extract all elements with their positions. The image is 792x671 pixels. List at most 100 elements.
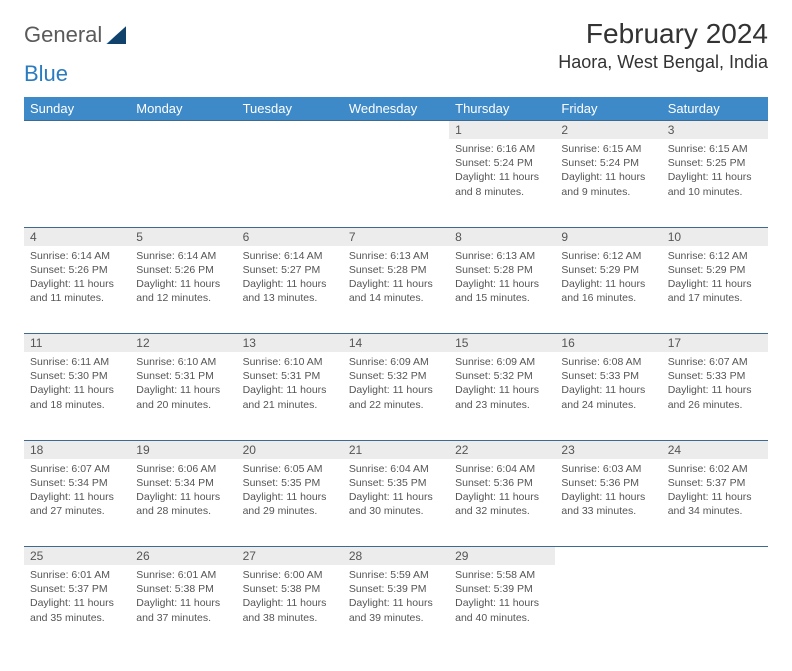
day-body-cell: Sunrise: 6:13 AMSunset: 5:28 PMDaylight:… [449,246,555,334]
day-number-cell [237,121,343,140]
day-body-cell: Sunrise: 6:00 AMSunset: 5:38 PMDaylight:… [237,565,343,653]
day-body-row: Sunrise: 6:11 AMSunset: 5:30 PMDaylight:… [24,352,768,440]
day-body-cell [555,565,661,653]
day-number-cell: 28 [343,547,449,566]
day-number-cell: 24 [662,440,768,459]
day-number-cell [24,121,130,140]
day-body-cell [130,139,236,227]
day-number-cell: 6 [237,227,343,246]
day-detail: Sunrise: 6:06 AMSunset: 5:34 PMDaylight:… [130,459,236,525]
day-detail: Sunrise: 6:14 AMSunset: 5:26 PMDaylight:… [130,246,236,312]
day-number-cell [343,121,449,140]
day-body-cell: Sunrise: 6:04 AMSunset: 5:36 PMDaylight:… [449,459,555,547]
calendar-page: General February 2024 Haora, West Bengal… [0,0,792,671]
day-number-cell: 19 [130,440,236,459]
day-body-cell [24,139,130,227]
day-detail: Sunrise: 6:07 AMSunset: 5:33 PMDaylight:… [662,352,768,418]
day-detail: Sunrise: 6:01 AMSunset: 5:38 PMDaylight:… [130,565,236,631]
day-number-cell: 26 [130,547,236,566]
day-body-cell: Sunrise: 6:07 AMSunset: 5:33 PMDaylight:… [662,352,768,440]
day-number-cell: 16 [555,334,661,353]
day-body-cell: Sunrise: 6:11 AMSunset: 5:30 PMDaylight:… [24,352,130,440]
day-detail: Sunrise: 6:14 AMSunset: 5:26 PMDaylight:… [24,246,130,312]
day-body-cell [662,565,768,653]
day-body-cell: Sunrise: 6:10 AMSunset: 5:31 PMDaylight:… [237,352,343,440]
day-detail: Sunrise: 6:12 AMSunset: 5:29 PMDaylight:… [555,246,661,312]
day-body-cell: Sunrise: 6:02 AMSunset: 5:37 PMDaylight:… [662,459,768,547]
day-detail: Sunrise: 6:05 AMSunset: 5:35 PMDaylight:… [237,459,343,525]
title-block: February 2024 Haora, West Bengal, India [558,18,768,73]
day-number-cell: 29 [449,547,555,566]
day-body-cell: Sunrise: 6:12 AMSunset: 5:29 PMDaylight:… [555,246,661,334]
day-number-cell: 20 [237,440,343,459]
day-body-cell: Sunrise: 6:14 AMSunset: 5:27 PMDaylight:… [237,246,343,334]
day-number-cell: 21 [343,440,449,459]
day-number-cell: 18 [24,440,130,459]
logo: General [24,18,126,48]
day-body-row: Sunrise: 6:01 AMSunset: 5:37 PMDaylight:… [24,565,768,653]
day-number-cell: 3 [662,121,768,140]
day-body-row: Sunrise: 6:16 AMSunset: 5:24 PMDaylight:… [24,139,768,227]
logo-text-blue: Blue [24,61,68,87]
weekday-header: Tuesday [237,97,343,121]
day-detail: Sunrise: 5:58 AMSunset: 5:39 PMDaylight:… [449,565,555,631]
day-body-cell: Sunrise: 6:06 AMSunset: 5:34 PMDaylight:… [130,459,236,547]
day-detail: Sunrise: 6:12 AMSunset: 5:29 PMDaylight:… [662,246,768,312]
day-body-cell: Sunrise: 6:04 AMSunset: 5:35 PMDaylight:… [343,459,449,547]
day-number-row: 123 [24,121,768,140]
day-number-cell: 1 [449,121,555,140]
day-number-cell: 10 [662,227,768,246]
day-detail: Sunrise: 6:13 AMSunset: 5:28 PMDaylight:… [343,246,449,312]
day-number-cell: 25 [24,547,130,566]
weekday-header: Thursday [449,97,555,121]
day-number-cell: 17 [662,334,768,353]
day-body-cell: Sunrise: 6:14 AMSunset: 5:26 PMDaylight:… [130,246,236,334]
day-detail: Sunrise: 6:09 AMSunset: 5:32 PMDaylight:… [343,352,449,418]
day-number-cell: 7 [343,227,449,246]
day-number-cell: 13 [237,334,343,353]
day-number-row: 45678910 [24,227,768,246]
calendar-table: SundayMondayTuesdayWednesdayThursdayFrid… [24,97,768,653]
day-body-cell: Sunrise: 6:05 AMSunset: 5:35 PMDaylight:… [237,459,343,547]
day-body-cell: Sunrise: 5:58 AMSunset: 5:39 PMDaylight:… [449,565,555,653]
day-body-cell: Sunrise: 6:09 AMSunset: 5:32 PMDaylight:… [343,352,449,440]
weekday-header: Sunday [24,97,130,121]
day-body-cell [237,139,343,227]
day-body-cell: Sunrise: 6:10 AMSunset: 5:31 PMDaylight:… [130,352,236,440]
day-body-cell: Sunrise: 6:07 AMSunset: 5:34 PMDaylight:… [24,459,130,547]
day-detail: Sunrise: 6:15 AMSunset: 5:24 PMDaylight:… [555,139,661,205]
day-detail: Sunrise: 6:15 AMSunset: 5:25 PMDaylight:… [662,139,768,205]
day-body-cell: Sunrise: 6:08 AMSunset: 5:33 PMDaylight:… [555,352,661,440]
day-detail: Sunrise: 6:10 AMSunset: 5:31 PMDaylight:… [237,352,343,418]
day-detail: Sunrise: 6:09 AMSunset: 5:32 PMDaylight:… [449,352,555,418]
day-number-cell: 23 [555,440,661,459]
day-detail: Sunrise: 6:08 AMSunset: 5:33 PMDaylight:… [555,352,661,418]
day-detail: Sunrise: 6:02 AMSunset: 5:37 PMDaylight:… [662,459,768,525]
day-detail: Sunrise: 6:04 AMSunset: 5:36 PMDaylight:… [449,459,555,525]
day-body-cell: Sunrise: 5:59 AMSunset: 5:39 PMDaylight:… [343,565,449,653]
day-detail: Sunrise: 6:07 AMSunset: 5:34 PMDaylight:… [24,459,130,525]
day-number-cell: 27 [237,547,343,566]
day-body-cell: Sunrise: 6:01 AMSunset: 5:37 PMDaylight:… [24,565,130,653]
logo-text-general: General [24,22,102,48]
day-number-cell: 5 [130,227,236,246]
day-number-row: 2526272829 [24,547,768,566]
day-body-cell: Sunrise: 6:13 AMSunset: 5:28 PMDaylight:… [343,246,449,334]
day-detail: Sunrise: 6:10 AMSunset: 5:31 PMDaylight:… [130,352,236,418]
day-number-cell: 9 [555,227,661,246]
day-detail: Sunrise: 6:00 AMSunset: 5:38 PMDaylight:… [237,565,343,631]
day-detail: Sunrise: 6:13 AMSunset: 5:28 PMDaylight:… [449,246,555,312]
weekday-header: Monday [130,97,236,121]
day-number-cell: 22 [449,440,555,459]
day-body-cell [343,139,449,227]
day-number-cell [555,547,661,566]
day-body-row: Sunrise: 6:14 AMSunset: 5:26 PMDaylight:… [24,246,768,334]
day-detail: Sunrise: 5:59 AMSunset: 5:39 PMDaylight:… [343,565,449,631]
day-number-cell [130,121,236,140]
day-number-cell [662,547,768,566]
day-body-cell: Sunrise: 6:15 AMSunset: 5:25 PMDaylight:… [662,139,768,227]
day-number-cell: 11 [24,334,130,353]
day-detail: Sunrise: 6:11 AMSunset: 5:30 PMDaylight:… [24,352,130,418]
weekday-header: Wednesday [343,97,449,121]
day-number-cell: 12 [130,334,236,353]
